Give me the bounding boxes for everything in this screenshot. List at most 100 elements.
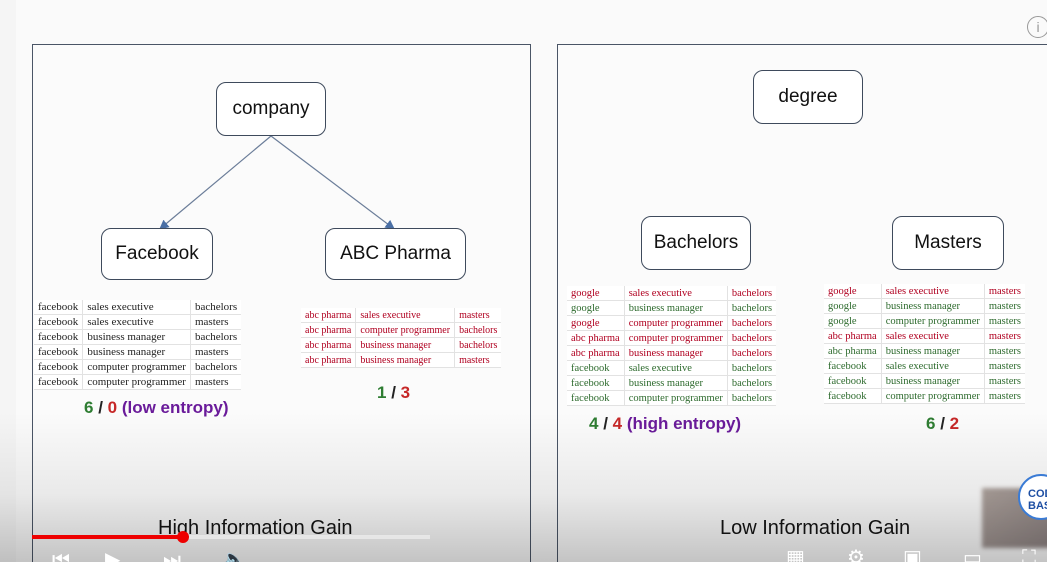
right-stat-masters: 6 / 2 [926, 414, 959, 434]
table-cell: facebook [824, 373, 882, 389]
table-cell: computer programmer [355, 322, 455, 338]
caption-low-information-gain: Low Information Gain [720, 517, 911, 539]
table-row: abc pharma computer programmer bachelors [301, 322, 502, 338]
table-cell: facebook [34, 359, 83, 375]
table-cell: sales executive [82, 300, 191, 315]
table-cell: sales executive [880, 328, 985, 344]
progress-played [32, 535, 184, 539]
table-cell: computer programmer [880, 313, 985, 329]
table-cell: business manager [82, 329, 191, 345]
table-cell: sales executive [82, 314, 191, 330]
child-node-masters: Masters [892, 216, 1004, 270]
table-row: facebook sales executive masters [824, 358, 1025, 374]
table-cell: masters [189, 314, 242, 330]
table-cell: business manager [880, 343, 985, 359]
play-icon[interactable]: ▶ [105, 549, 121, 562]
table-row: facebook computer programmer bachelors [34, 359, 242, 375]
info-icon[interactable]: i [1027, 16, 1047, 38]
table-cell: business manager [623, 300, 728, 316]
table-cell: computer programmer [880, 388, 985, 404]
table-row: google business manager masters [824, 298, 1025, 314]
progress-bar[interactable] [32, 531, 430, 543]
table-cell: bachelors [726, 315, 777, 331]
table-cell: business manager [623, 375, 728, 391]
child-node-abc-pharma: ABC Pharma [325, 228, 466, 280]
table-cell: abc pharma [567, 345, 625, 361]
table-cell: business manager [880, 298, 985, 314]
volume-icon[interactable]: 🔈 [222, 549, 247, 562]
table-cell: masters [983, 284, 1025, 299]
table-cell: masters [983, 373, 1025, 389]
right-table-bachelors: google sales executive bachelors google busi… [567, 286, 777, 406]
table-cell: sales executive [623, 286, 728, 301]
table-row: google sales executive masters [824, 284, 1025, 299]
table-cell: bachelors [726, 286, 777, 301]
table-cell: bachelors [454, 337, 502, 353]
table-row: abc pharma computer programmer bachelors [567, 330, 777, 346]
table-cell: bachelors [726, 360, 777, 376]
stat-count-a: 1 [377, 383, 387, 402]
subtitles-icon[interactable]: ▦ [786, 547, 805, 562]
table-row: facebook computer programmer bachelors [567, 390, 777, 406]
table-cell: facebook [567, 375, 625, 391]
stat-count-a: 4 [589, 414, 599, 433]
table-cell: masters [454, 352, 502, 368]
table-cell: google [567, 315, 625, 331]
table-row: facebook business manager bachelors [34, 329, 242, 345]
table-cell: google [567, 300, 625, 316]
table-cell: bachelors [726, 345, 777, 361]
table-cell: business manager [82, 344, 191, 360]
stat-note: (low entropy) [117, 398, 229, 417]
table-cell: business manager [880, 373, 985, 389]
left-table-abc-pharma: abc pharma sales executive masters abc phar… [301, 308, 502, 368]
table-row: facebook business manager bachelors [567, 375, 777, 391]
table-row: abc pharma business manager masters [301, 352, 502, 368]
table-cell: facebook [567, 390, 625, 406]
stat-sep: / [598, 414, 613, 433]
child-node-bachelors: Bachelors [641, 216, 751, 270]
table-cell: computer programmer [82, 374, 191, 390]
table-row: abc pharma business manager bachelors [567, 345, 777, 361]
table-cell: google [567, 286, 625, 301]
root-node-degree: degree [753, 70, 863, 124]
previous-icon[interactable]: ⏮ [52, 549, 70, 562]
table-row: abc pharma business manager bachelors [301, 337, 502, 353]
table-cell: bachelors [726, 390, 777, 406]
table-cell: facebook [34, 329, 83, 345]
table-cell: facebook [34, 314, 83, 330]
table-row: facebook sales executive bachelors [34, 300, 242, 315]
table-cell: facebook [34, 374, 83, 390]
table-cell: bachelors [454, 322, 502, 338]
next-icon[interactable]: ⏭ [163, 549, 181, 562]
table-cell: abc pharma [301, 337, 356, 353]
stat-count-b: 4 [612, 414, 623, 433]
table-row: facebook computer programmer masters [34, 374, 242, 390]
table-cell: masters [983, 343, 1025, 359]
table-row: google sales executive bachelors [567, 286, 777, 301]
table-cell: facebook [567, 360, 625, 376]
table-cell: facebook [34, 300, 83, 315]
right-table-masters: google sales executive masters google busine… [824, 284, 1025, 404]
table-row: abc pharma business manager masters [824, 343, 1025, 359]
stat-note: (high entropy) [622, 414, 742, 433]
table-cell: masters [983, 313, 1025, 329]
table-cell: masters [454, 308, 502, 323]
table-row: abc pharma sales executive masters [824, 328, 1025, 344]
progress-scrubber[interactable] [177, 531, 190, 543]
theater-icon[interactable]: ▭ [963, 547, 982, 562]
settings-icon[interactable]: ⚙ [847, 547, 865, 562]
left-stat-facebook: 6 / 0 (low entropy) [84, 398, 229, 418]
miniplayer-icon[interactable]: ▣ [903, 547, 922, 562]
table-cell: sales executive [355, 308, 455, 323]
table-cell: masters [189, 344, 242, 360]
table-cell: masters [983, 298, 1025, 314]
table-cell: abc pharma [301, 352, 356, 368]
slide: company Facebook ABC Pharma facebook sale… [16, 0, 1047, 562]
fullscreen-icon[interactable]: ⛶ [1022, 547, 1036, 562]
table-cell: masters [983, 358, 1025, 374]
table-cell: facebook [824, 388, 882, 404]
table-cell: sales executive [880, 358, 985, 374]
right-stat-bachelors: 4 / 4 (high entropy) [589, 414, 741, 434]
table-cell: abc pharma [301, 308, 356, 323]
